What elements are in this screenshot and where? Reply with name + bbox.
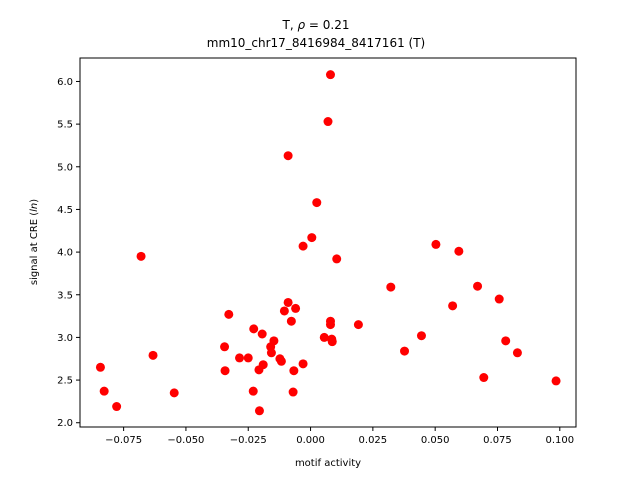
data-point-2	[112, 402, 122, 412]
data-point-21	[276, 356, 286, 366]
data-point-22	[279, 306, 289, 316]
data-point-52	[512, 348, 522, 358]
y-tick-label-8: 6.0	[57, 77, 73, 88]
y-tick-label-1: 2.5	[57, 376, 73, 387]
data-point-7	[220, 366, 230, 376]
x-tick-label-6: 0.075	[483, 435, 512, 446]
data-point-49	[479, 373, 489, 383]
x-tick-label-7: 0.100	[545, 435, 574, 446]
data-point-28	[291, 303, 301, 313]
chart-subtitle: mm10_chr17_8416984_8417161 (T)	[207, 36, 425, 50]
chart-title: T, ρ = 0.21	[282, 18, 350, 32]
data-point-1	[99, 386, 109, 396]
data-point-44	[416, 331, 426, 341]
x-tick-label-5: 0.050	[421, 435, 450, 446]
y-tick-label-2: 3.0	[57, 333, 73, 344]
x-axis-ticks: −0.075 −0.050 −0.025 0.000 0.025 0.050 0.075 0.…	[105, 427, 574, 446]
data-point-41	[353, 320, 363, 330]
data-point-27	[289, 366, 299, 376]
data-point-11	[248, 386, 258, 396]
x-tick-label-1: −0.050	[167, 435, 204, 446]
data-point-10	[243, 353, 253, 363]
plot-frame	[79, 57, 577, 428]
data-point-42	[386, 282, 396, 292]
data-point-39	[327, 337, 337, 347]
data-point-53	[551, 376, 561, 386]
y-axis-ticks: 2.0 2.5 3.0 3.5 4.0 4.5 5.0 5.5 6.0	[57, 77, 80, 429]
data-point-4	[148, 350, 158, 360]
data-point-16	[258, 360, 268, 370]
x-tick-label-2: −0.025	[230, 435, 267, 446]
y-tick-label-0: 2.0	[57, 418, 73, 429]
data-point-30	[298, 359, 308, 369]
y-tick-label-7: 5.5	[57, 120, 73, 131]
data-point-43	[400, 346, 410, 356]
data-point-35	[325, 70, 335, 80]
data-point-31	[307, 233, 317, 243]
data-point-34	[323, 117, 333, 127]
data-point-8	[224, 309, 234, 319]
data-point-9	[235, 353, 245, 363]
data-point-47	[454, 246, 464, 256]
y-tick-label-4: 4.0	[57, 248, 73, 259]
data-point-18	[266, 348, 276, 358]
data-point-0	[95, 362, 105, 372]
y-axis-label: signal at CRE (ln)	[29, 199, 40, 285]
data-point-6	[220, 342, 230, 352]
data-point-12	[249, 324, 259, 334]
data-point-15	[257, 329, 267, 339]
data-point-14	[254, 406, 264, 416]
data-point-24	[283, 151, 293, 161]
y-tick-label-3: 3.5	[57, 290, 73, 301]
x-tick-label-3: 0.000	[296, 435, 325, 446]
data-point-46	[448, 301, 458, 311]
data-point-5	[169, 388, 179, 398]
x-tick-label-0: −0.075	[105, 435, 142, 446]
x-tick-label-4: 0.025	[359, 435, 388, 446]
data-point-40	[332, 254, 342, 264]
data-point-37	[325, 320, 335, 330]
data-point-32	[312, 198, 322, 208]
y-tick-label-6: 5.0	[57, 162, 73, 173]
data-point-45	[431, 239, 441, 249]
data-point-3	[136, 251, 146, 261]
data-point-26	[288, 387, 298, 397]
data-point-23	[283, 297, 293, 307]
data-point-50	[494, 294, 504, 304]
x-axis-label: motif activity	[295, 458, 361, 469]
points-layer	[95, 70, 561, 416]
data-point-51	[501, 336, 511, 346]
data-point-19	[269, 336, 279, 346]
y-tick-label-5: 4.5	[57, 205, 73, 216]
data-point-29	[298, 241, 308, 251]
data-point-25	[286, 316, 296, 326]
data-point-48	[473, 281, 483, 291]
data-point-33	[319, 332, 329, 342]
